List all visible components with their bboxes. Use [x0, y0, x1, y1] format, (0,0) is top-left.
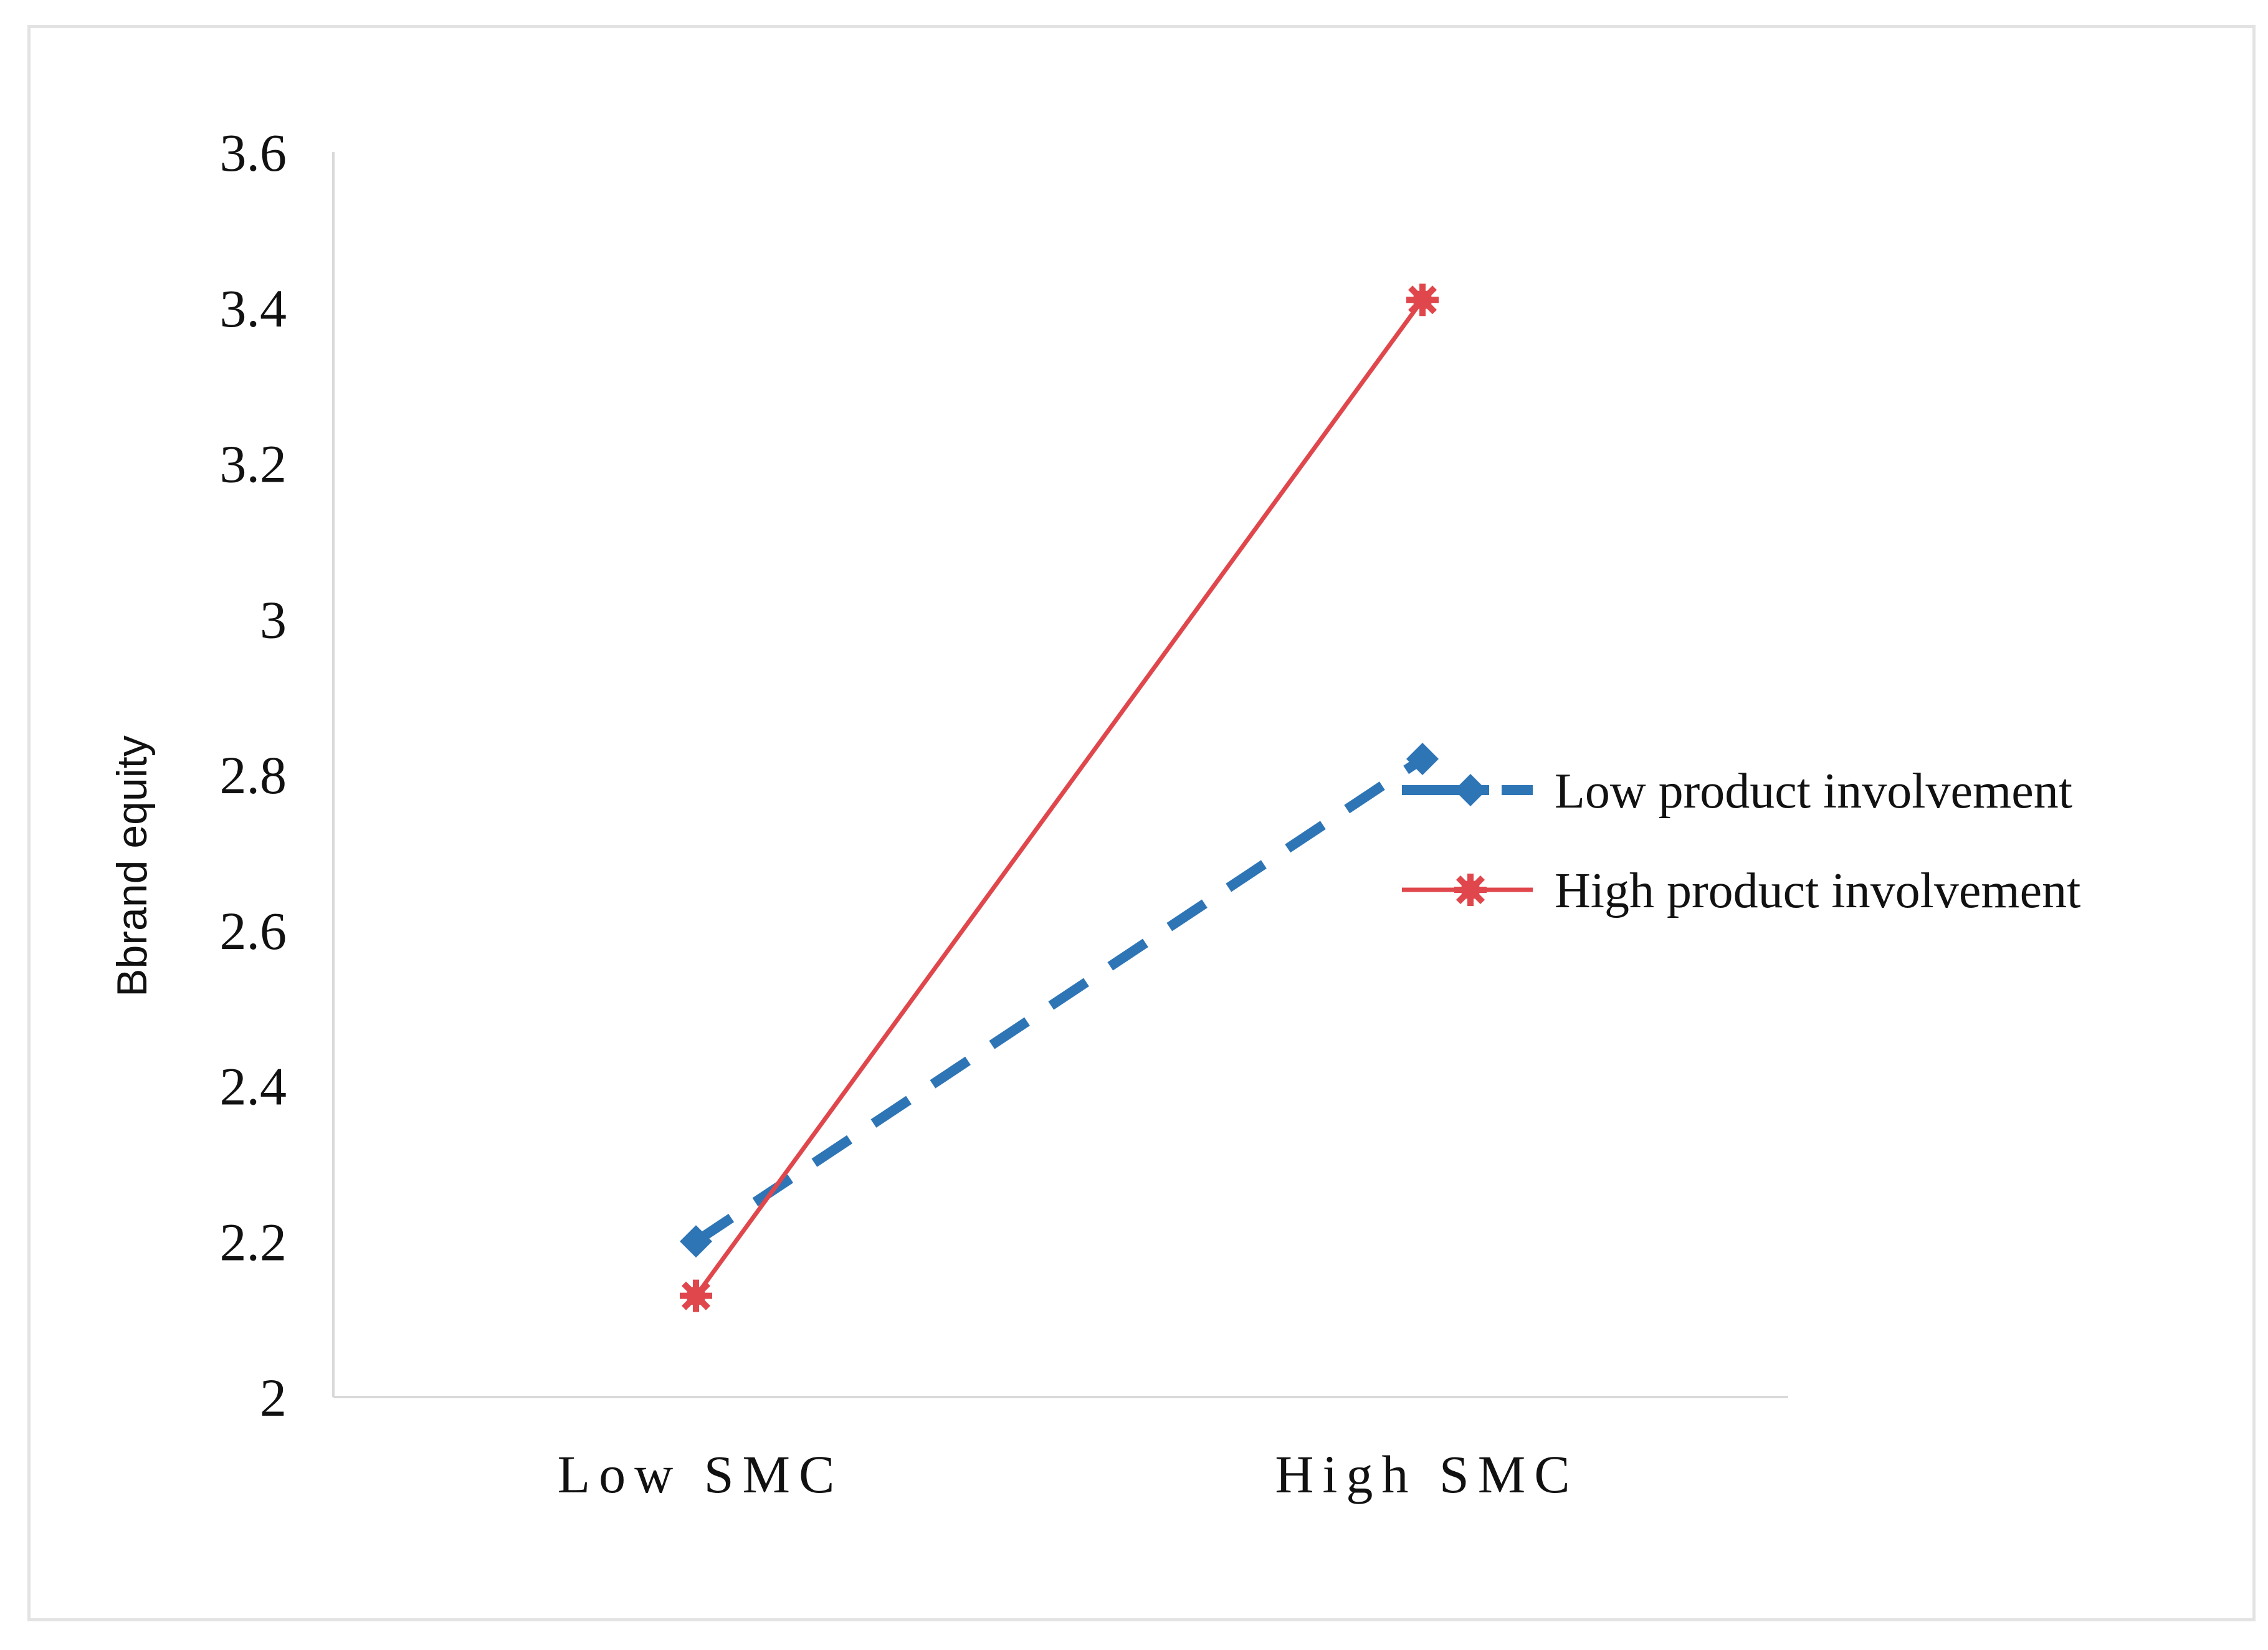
series-1-point [680, 1225, 712, 1258]
y-tick-label: 2.8 [220, 745, 287, 805]
y-tick-label: 2.4 [220, 1057, 287, 1117]
y-tick-label: 3.2 [220, 434, 287, 494]
series-1-point [1406, 743, 1439, 776]
x-category-label: Low SMC [558, 1444, 844, 1504]
y-tick-label: 3.6 [220, 123, 287, 183]
figure-frame [27, 25, 2256, 1621]
series-line-2 [694, 298, 1424, 1297]
legend: Low product involvement High product invo… [1402, 764, 2080, 918]
legend-marker-1 [1454, 774, 1487, 806]
plot-area [332, 152, 1788, 1398]
x-category-label: High SMC [1275, 1444, 1578, 1504]
legend-label-2: High product involvement [1555, 864, 2080, 918]
y-tick-label: 2.2 [220, 1212, 287, 1272]
series-2-point [680, 1279, 712, 1312]
y-tick-label: 3 [260, 589, 287, 649]
x-axis-categories: Low SMC High SMC [558, 1444, 1578, 1504]
y-tick-label: 3.4 [220, 279, 287, 338]
y-tick-label: 2 [260, 1368, 287, 1428]
legend-marker-2 [1454, 874, 1487, 906]
series-line-1 [693, 755, 1426, 1246]
y-tick-label: 2.6 [220, 901, 287, 961]
series-2-point [1406, 284, 1439, 317]
series-layer [680, 284, 1439, 1312]
legend-label-1: Low product involvement [1555, 764, 2072, 819]
y-axis-title: Bbrand equity [108, 735, 156, 997]
y-axis-ticks: 2 2.2 2.4 2.6 2.8 3 3.2 3.4 3.6 [220, 123, 287, 1428]
